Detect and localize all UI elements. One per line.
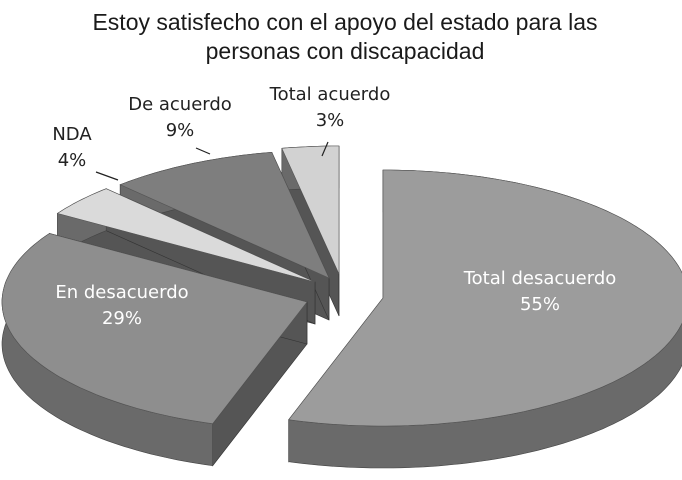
data-label: Total desacuerdo 55% xyxy=(460,266,620,318)
category-label: NDA xyxy=(52,124,92,145)
category-label: De acuerdo xyxy=(128,94,232,115)
data-label: En desacuerdo 29% xyxy=(52,280,192,332)
leader-line xyxy=(95,171,119,181)
leader-line xyxy=(321,141,329,157)
data-label: Total acuerdo 3% xyxy=(255,82,405,134)
category-label: Total desacuerdo xyxy=(463,268,617,289)
data-label: De acuerdo 9% xyxy=(115,92,245,144)
value-label: 3% xyxy=(315,110,345,131)
value-label: 55% xyxy=(519,294,560,315)
data-label: NDA 4% xyxy=(42,122,102,174)
value-label: 4% xyxy=(57,150,87,171)
value-label: 29% xyxy=(101,308,142,329)
value-label: 9% xyxy=(165,120,195,141)
slice xyxy=(119,151,330,279)
chart-title: Estoy satisfecho con el apoyo del estado… xyxy=(92,9,598,64)
slice xyxy=(56,188,316,283)
leader-line xyxy=(195,147,211,155)
slice xyxy=(1,233,308,425)
slice xyxy=(281,145,340,275)
slice xyxy=(288,169,682,427)
category-label: Total acuerdo xyxy=(269,84,391,105)
category-label: En desacuerdo xyxy=(55,282,189,303)
